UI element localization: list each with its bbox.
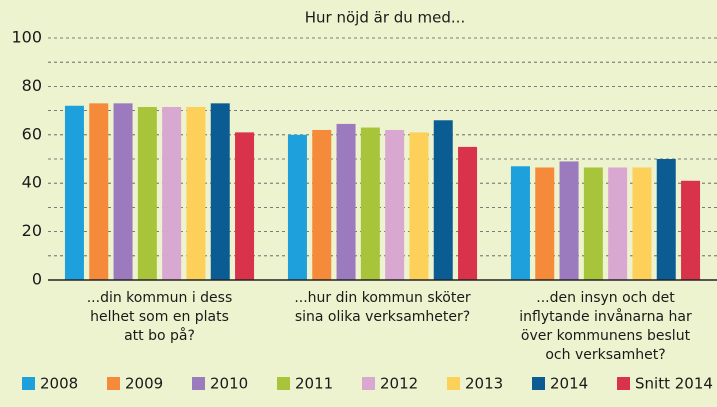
bar [559,161,579,280]
bar [656,159,676,280]
y-tick-label: 100 [11,28,42,47]
legend-swatch [192,377,205,390]
bar [583,167,603,280]
bar [210,103,230,280]
bar [608,167,628,280]
legend-label: 2009 [125,375,163,393]
x-tick-label: ...din kommun i dess [87,290,233,306]
bar [137,106,157,280]
bar [409,132,429,280]
bar [385,129,405,280]
bar [535,167,555,280]
legend-label: 2010 [210,375,248,393]
legend-swatch [22,377,35,390]
bar [312,129,332,280]
legend-label: 2008 [40,375,78,393]
bar [433,120,453,280]
legend-label: 2011 [295,375,333,393]
bar [162,106,182,280]
bar [287,134,307,280]
legend-swatch [617,377,630,390]
y-tick-label: 40 [22,173,42,192]
legend-label: 2013 [465,375,503,393]
bar [681,180,701,280]
bar [458,146,478,280]
bar [235,132,255,280]
x-tick-label: över kommunens beslut [521,328,691,344]
legend-label: Snitt 2014 [635,375,713,393]
x-tick-label: inflytande invånarna har [519,308,692,325]
legend-swatch [532,377,545,390]
legend-label: 2012 [380,375,418,393]
bar [510,166,530,280]
y-tick-label: 80 [22,76,42,95]
x-tick-label: ...hur din kommun sköter [294,290,471,306]
legend-swatch [277,377,290,390]
x-tick-label: sina olika verksamheter? [295,309,470,325]
x-tick-label: ...den insyn och det [536,290,675,306]
bar [360,127,380,280]
legend-swatch [107,377,120,390]
bar [632,167,652,280]
y-tick-label: 0 [32,270,42,289]
y-tick-label: 60 [22,124,42,143]
legend-swatch [447,377,460,390]
x-tick-label: att bo på? [124,327,195,344]
legend-label: 2014 [550,375,588,393]
y-tick-label: 20 [22,221,42,240]
bar [186,106,206,280]
bar [89,103,109,280]
x-tick-label: och verksamhet? [545,347,665,363]
x-tick-label: helhet som en plats [90,309,229,325]
bar [336,123,356,280]
chart-title: Hur nöjd är du med... [305,9,465,27]
legend-swatch [362,377,375,390]
bar [64,105,84,280]
bar [113,103,133,280]
